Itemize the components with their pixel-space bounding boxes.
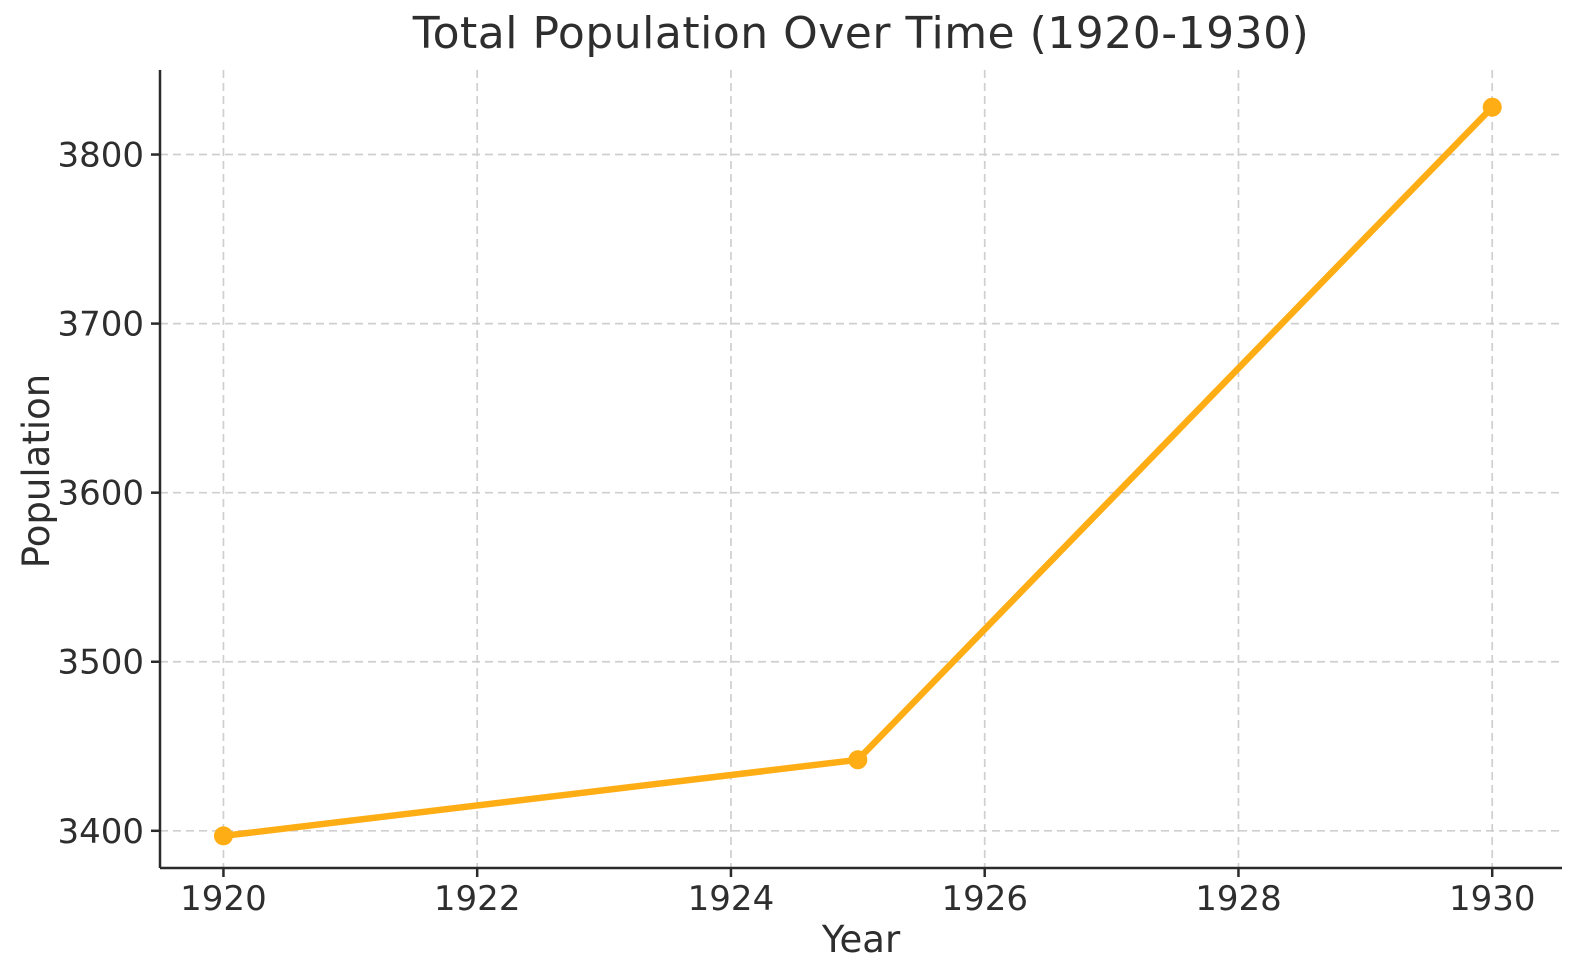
- x-tick-label: 1920: [180, 879, 267, 919]
- x-axis-label: Year: [821, 918, 901, 961]
- data-point-marker: [213, 826, 233, 846]
- x-tick-label: 1928: [1195, 879, 1282, 919]
- y-tick-label: 3800: [57, 136, 144, 176]
- x-tick-label: 1930: [1449, 879, 1536, 919]
- y-tick-label: 3400: [57, 812, 144, 852]
- y-tick-label: 3700: [57, 305, 144, 345]
- data-point-marker: [848, 750, 868, 770]
- tick-labels: 1920 1922 1924 1926 1928 1930 3400 3500 3600 3700…: [57, 136, 1535, 919]
- gridlines: [160, 70, 1562, 868]
- x-tick-label: 1924: [688, 879, 775, 919]
- axes-spines: [158, 70, 1562, 870]
- y-tick-label: 3500: [57, 643, 144, 683]
- x-tick-label: 1922: [434, 879, 521, 919]
- chart-title: Total Population Over Time (1920-1930): [412, 8, 1310, 59]
- data-point-marker: [1482, 97, 1502, 117]
- tick-marks: [151, 153, 1494, 877]
- y-tick-label: 3600: [57, 474, 144, 514]
- x-tick-label: 1926: [941, 879, 1028, 919]
- data-line: [220, 103, 1496, 840]
